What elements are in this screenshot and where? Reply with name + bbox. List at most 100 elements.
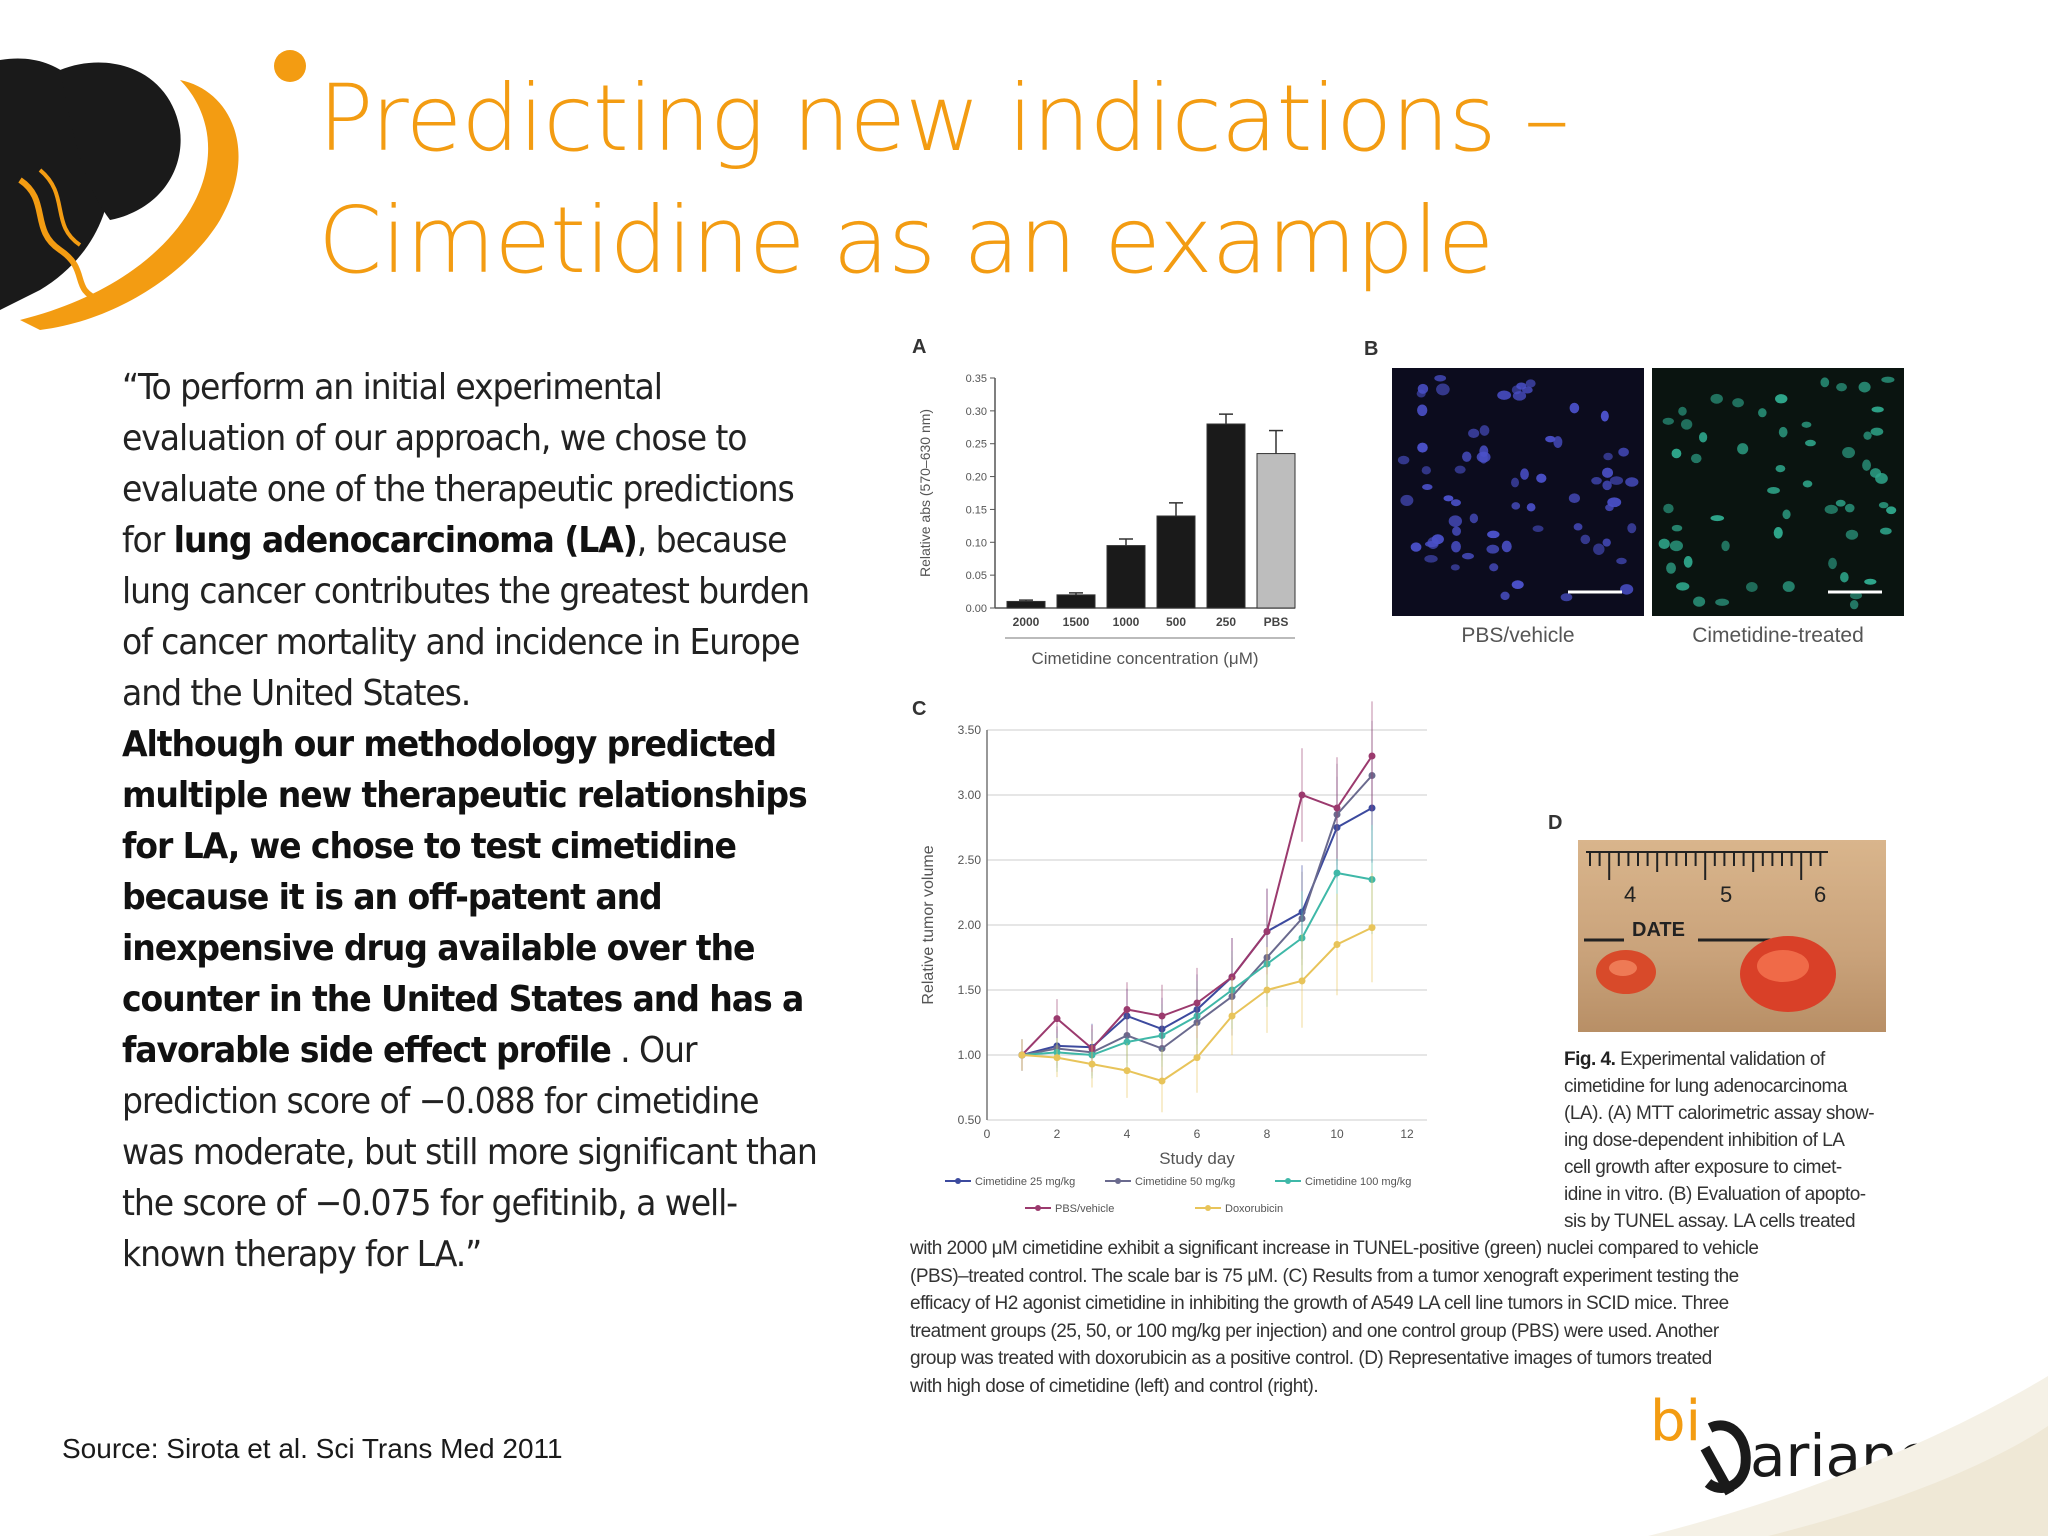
nucleus	[1782, 581, 1795, 592]
nucleus	[1746, 582, 1758, 592]
bar-y-tick-label: 0.00	[966, 603, 987, 615]
nucleus	[1880, 527, 1892, 535]
nucleus	[1671, 524, 1683, 532]
nucleus	[1560, 593, 1573, 602]
nucleus	[1511, 477, 1520, 488]
nucleus	[1511, 502, 1521, 510]
line-point	[1298, 977, 1306, 985]
nucleus	[1862, 459, 1871, 471]
legend-label: Cimetidine 50 mg/kg	[1135, 1176, 1235, 1188]
line-x-tick-label: 10	[1330, 1127, 1344, 1141]
caption-side-line: (LA). (A) MTT calorimetric assay show-	[1564, 1103, 1875, 1124]
nucleus	[1410, 542, 1422, 552]
nucleus	[1864, 578, 1877, 585]
ruler-number-5: 5	[1720, 882, 1732, 907]
line-y-tick-label: 2.50	[958, 853, 982, 867]
panel-a-bar-chart: 0.00 0.05 0.10 0.15 0.20 0.25 0.30 0.35 2000 1500…	[917, 373, 1296, 668]
line-point	[1123, 1038, 1131, 1046]
bar-500	[1156, 515, 1196, 609]
line-x-tick-label: 8	[1264, 1127, 1271, 1141]
bar-y-tick-label: 0.30	[966, 406, 987, 418]
source-citation: Source: Sirota et al. Sci Trans Med 2011	[62, 1433, 563, 1464]
nucleus	[1669, 540, 1683, 552]
caption-side-line: Fig. 4. Experimental validation of	[1564, 1049, 1825, 1070]
line-point	[1228, 1012, 1236, 1020]
nucleus	[1737, 443, 1749, 455]
quote-bold-la: lung adenocarcinoma (LA)	[173, 520, 638, 561]
line-point	[1333, 869, 1341, 877]
legend-marker	[955, 1178, 961, 1184]
line-point	[1193, 999, 1201, 1007]
line-x-tick-label: 12	[1400, 1127, 1414, 1141]
nucleus	[1858, 381, 1871, 393]
line-x-tick-label: 4	[1124, 1127, 1131, 1141]
nucleus	[1511, 580, 1524, 590]
nucleus	[1778, 426, 1788, 438]
bar-y-tick-label: 0.35	[966, 373, 987, 385]
nucleus	[1553, 436, 1563, 448]
line-point	[1053, 1054, 1061, 1062]
nucleus	[1690, 453, 1702, 464]
line-y-label: Relative tumor volume	[920, 845, 937, 1004]
bar-y-tick-label: 0.10	[966, 537, 987, 549]
bar-1500	[1056, 594, 1096, 609]
caption-side-line: cimetidine for lung adenocarcinoma	[1564, 1076, 1847, 1097]
nucleus	[1568, 493, 1580, 504]
nucleus	[1451, 540, 1461, 553]
nucleus	[1605, 504, 1614, 512]
quote-block: “To perform an initial experimental eval…	[122, 362, 821, 1280]
line-point	[1053, 1015, 1061, 1023]
line-point	[1193, 1054, 1201, 1062]
line-x-tick-label: 6	[1194, 1127, 1201, 1141]
pbs-vehicle-micrograph	[1392, 368, 1644, 616]
nucleus	[1732, 398, 1744, 408]
nucleus	[1881, 376, 1895, 383]
nucleus	[1448, 515, 1463, 528]
legend-label: Doxorubicin	[1225, 1203, 1283, 1215]
nucleus	[1600, 410, 1609, 422]
quote-part-3: . Our prediction score of −0.088 for cim…	[122, 1030, 818, 1275]
nucleus	[1671, 448, 1682, 459]
nucleus	[1443, 495, 1454, 502]
line-point	[1333, 804, 1341, 812]
line-y-tick-label: 1.50	[958, 983, 982, 997]
nucleus	[1871, 406, 1884, 413]
nucleus	[1436, 383, 1450, 396]
nucleus	[1424, 555, 1438, 563]
nucleus	[1476, 451, 1491, 463]
nucleus	[1462, 451, 1472, 462]
bar-2000	[1006, 600, 1046, 609]
legend-marker	[1285, 1178, 1291, 1184]
ruler-number-6: 6	[1814, 882, 1826, 907]
bar-category-label: 1500	[1063, 615, 1090, 629]
nucleus	[1836, 382, 1847, 392]
line-y-tick-label: 3.50	[958, 723, 982, 737]
nucleus	[1500, 591, 1510, 601]
caption-wide-line: group was treated with doxorubicin as a …	[910, 1348, 1712, 1369]
line-x-label: Study day	[1159, 1149, 1235, 1168]
nucleus	[1627, 523, 1637, 534]
line-point	[1018, 1051, 1026, 1059]
nucleus	[1468, 428, 1480, 439]
nucleus	[1434, 374, 1447, 382]
nucleus	[1532, 525, 1544, 532]
nucleus	[1782, 509, 1791, 520]
nucleus	[1489, 563, 1499, 572]
nucleus	[1805, 439, 1816, 447]
caption-wide-line: efficacy of H2 agonist cimetidine in inh…	[910, 1293, 1729, 1314]
line-point	[1123, 1006, 1131, 1013]
title-line-1: Predicting new indications –	[318, 65, 1570, 172]
nucleus	[1870, 427, 1884, 436]
nucleus	[1593, 543, 1605, 555]
bar-category-label: 1000	[1113, 615, 1140, 629]
nucleus	[1602, 480, 1612, 491]
bar-y-tick-label: 0.20	[966, 472, 987, 484]
nucleus	[1775, 464, 1786, 473]
nucleus	[1422, 483, 1433, 491]
bar-PBS	[1256, 453, 1296, 609]
legend-marker	[1205, 1205, 1211, 1211]
nucleus	[1775, 394, 1788, 404]
nucleus	[1501, 540, 1512, 553]
nucleus	[1676, 582, 1690, 591]
nucleus	[1526, 503, 1536, 512]
